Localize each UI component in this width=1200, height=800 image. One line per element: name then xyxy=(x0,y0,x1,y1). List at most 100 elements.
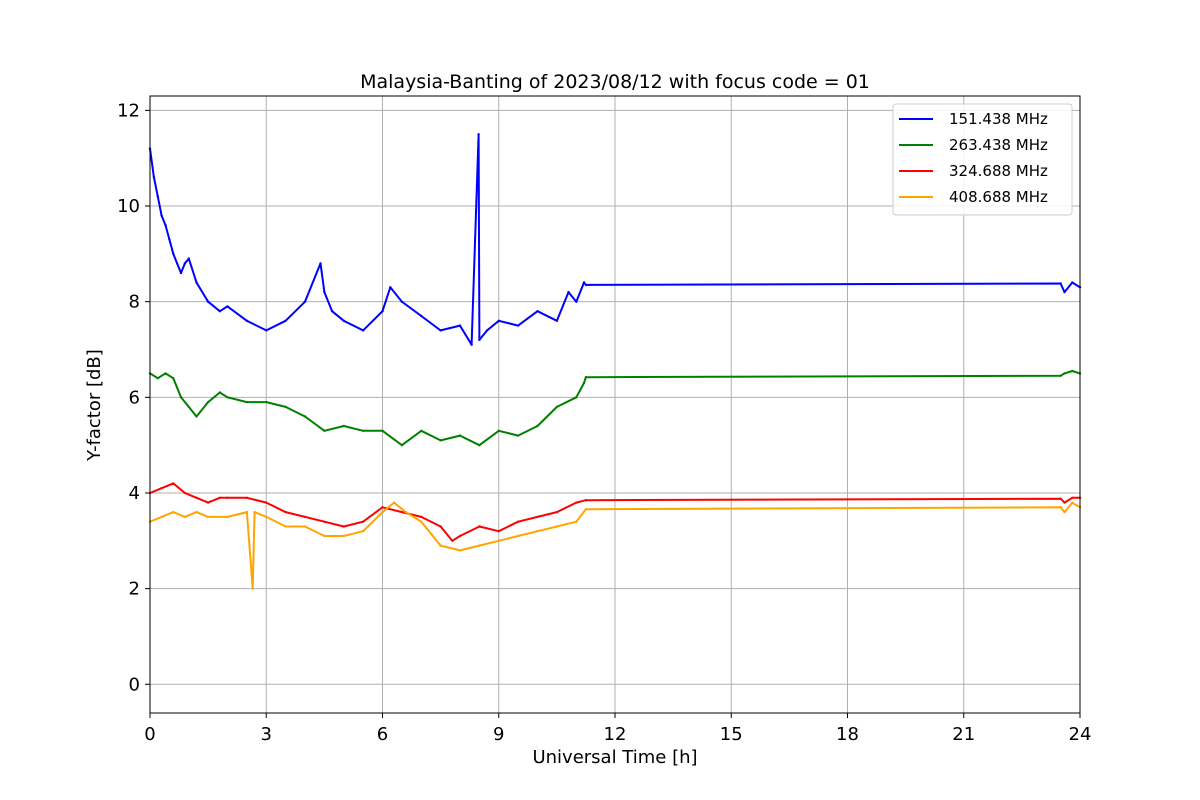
data-point xyxy=(420,314,423,318)
data-point xyxy=(156,195,159,198)
data-point xyxy=(218,310,221,313)
data-point xyxy=(478,525,481,528)
data-point xyxy=(303,515,307,519)
data-point xyxy=(183,515,187,519)
data-point xyxy=(253,510,256,514)
data-point xyxy=(1059,497,1062,500)
series-3-group xyxy=(148,501,1082,590)
legend-label: 324.688 MHz xyxy=(949,162,1048,180)
data-point xyxy=(226,515,229,519)
data-point xyxy=(265,501,268,504)
data-point xyxy=(497,319,500,322)
data-point xyxy=(400,300,404,303)
legend-box xyxy=(892,103,1073,216)
data-point xyxy=(1063,372,1066,375)
data-point xyxy=(160,515,163,519)
data-point xyxy=(206,300,210,303)
data-point xyxy=(361,520,365,523)
data-point xyxy=(265,329,268,332)
data-point xyxy=(420,520,423,523)
data-point xyxy=(470,343,473,346)
data-point xyxy=(218,496,221,499)
data-point xyxy=(265,400,268,404)
data-point xyxy=(226,396,229,399)
series-0-group xyxy=(148,133,1082,346)
data-point xyxy=(1071,369,1074,373)
series-line-2 xyxy=(149,482,1080,542)
data-point xyxy=(187,405,190,409)
y-tick-label: 12 xyxy=(117,100,140,121)
data-point xyxy=(1059,374,1062,377)
data-point xyxy=(195,496,198,499)
data-point xyxy=(342,534,345,538)
series-1-group xyxy=(148,369,1082,447)
data-point xyxy=(516,324,520,327)
data-point xyxy=(400,444,404,447)
data-point xyxy=(195,510,198,514)
data-point xyxy=(478,338,481,342)
data-point xyxy=(160,487,163,490)
x-tick-label: 15 xyxy=(720,724,743,745)
data-point xyxy=(439,439,442,442)
data-point xyxy=(584,499,588,502)
data-point xyxy=(323,429,326,432)
data-point xyxy=(342,319,345,322)
data-point xyxy=(420,515,423,519)
data-point xyxy=(1059,282,1062,285)
data-point xyxy=(584,376,588,379)
data-point xyxy=(1063,501,1066,504)
data-point xyxy=(284,319,287,322)
data-point xyxy=(389,286,392,289)
y-tick-label: 6 xyxy=(129,387,140,408)
data-point xyxy=(172,377,175,380)
data-point xyxy=(477,133,480,136)
data-point xyxy=(536,515,539,519)
chart-title: Malaysia-Banting of 2023/08/12 with focu… xyxy=(360,71,870,93)
data-point xyxy=(206,515,210,519)
data-point xyxy=(555,525,559,528)
data-point xyxy=(164,372,167,375)
data-point xyxy=(206,501,210,504)
data-point xyxy=(172,482,175,485)
data-point xyxy=(584,283,588,287)
data-point xyxy=(251,587,254,590)
data-point xyxy=(226,305,229,308)
data-point xyxy=(206,400,210,404)
data-point xyxy=(381,429,384,432)
data-point xyxy=(497,530,500,533)
data-point xyxy=(342,525,345,528)
y-tick-label: 8 xyxy=(129,292,140,313)
data-point xyxy=(536,424,539,428)
data-point xyxy=(172,510,175,514)
data-point xyxy=(303,415,307,418)
x-tick-label: 3 xyxy=(261,724,272,745)
data-point xyxy=(516,434,520,437)
data-point xyxy=(323,534,326,538)
x-tick-label: 9 xyxy=(493,724,504,745)
data-point xyxy=(567,290,570,294)
data-point xyxy=(323,520,326,523)
data-point xyxy=(284,510,287,514)
data-point xyxy=(330,310,334,313)
data-point xyxy=(195,415,198,418)
x-tick-label: 12 xyxy=(604,724,627,745)
data-point xyxy=(497,429,500,432)
data-point xyxy=(187,257,190,260)
y-axis-label: Y-factor [dB] xyxy=(84,349,105,462)
data-point xyxy=(555,405,559,409)
data-point xyxy=(226,496,229,499)
data-point xyxy=(361,329,365,332)
data-point xyxy=(1063,510,1066,514)
data-point xyxy=(458,324,462,327)
data-point xyxy=(478,444,481,447)
data-point xyxy=(245,319,249,322)
data-point xyxy=(179,396,183,399)
data-point xyxy=(183,491,187,495)
plot-area xyxy=(148,133,1082,590)
data-point xyxy=(284,405,287,409)
data-point xyxy=(555,510,559,514)
data-point xyxy=(420,429,423,432)
data-point xyxy=(439,544,442,547)
